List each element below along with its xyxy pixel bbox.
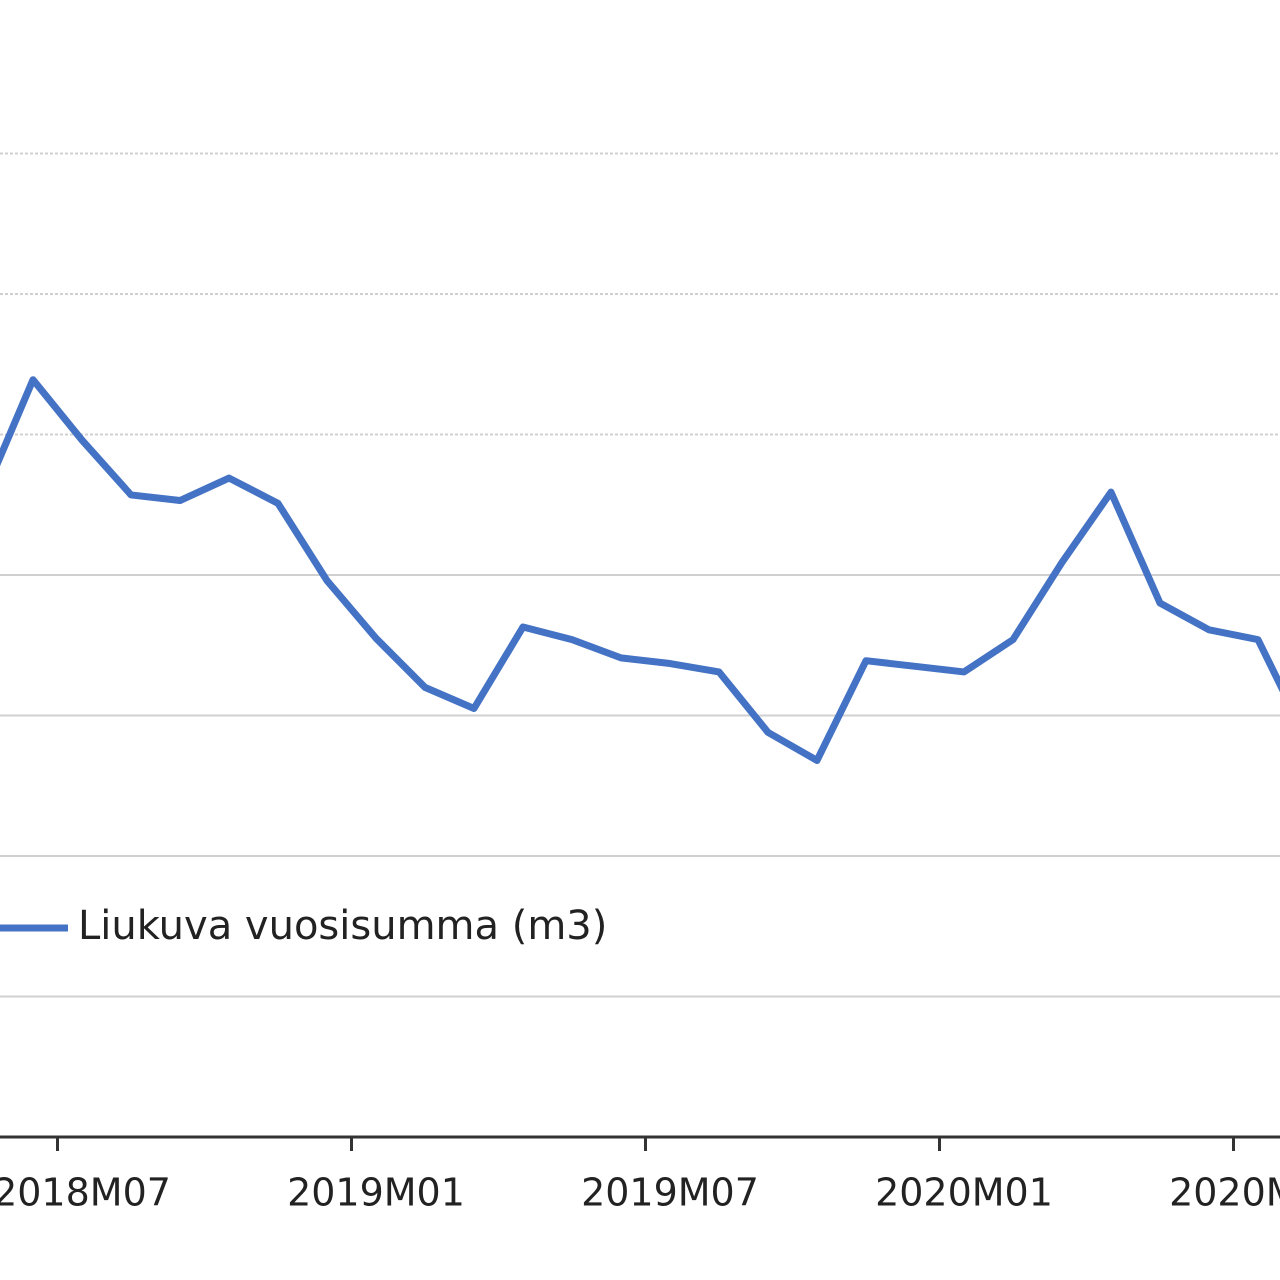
x-tick-label: 2020M01 bbox=[875, 1171, 1053, 1215]
x-tick-label: 2019M07 bbox=[581, 1171, 759, 1215]
plot-area bbox=[0, 376, 1280, 764]
x-axis-labels: 2018M07 2019M01 2019M07 2020M01 2020M07 bbox=[0, 1137, 1280, 1215]
legend-label: Liukuva vuosisumma (m3) bbox=[78, 903, 607, 949]
grid bbox=[0, 152, 1280, 998]
x-tick-label: 2018M07 bbox=[0, 1171, 171, 1215]
x-tick-label: 2019M01 bbox=[287, 1171, 465, 1215]
x-tick-label: 2020M07 bbox=[1169, 1171, 1280, 1215]
line bbox=[0, 376, 1280, 764]
